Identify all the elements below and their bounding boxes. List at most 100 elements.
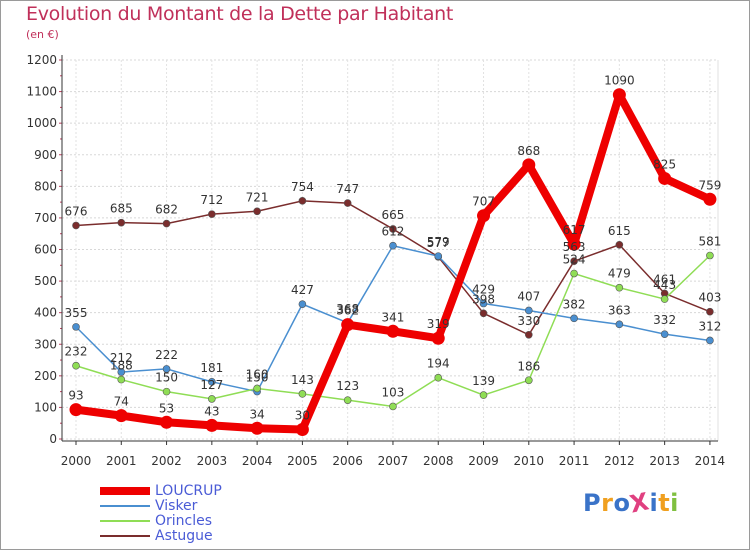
data-label-orincles: 194: [427, 357, 450, 371]
y-tick-label: 1100: [26, 85, 57, 99]
y-tick-label: 0: [49, 432, 57, 446]
data-point-loucrup: [431, 331, 445, 345]
data-point-visker: [615, 320, 624, 329]
x-tick-label: 2005: [287, 454, 318, 468]
data-label-visker: 212: [110, 351, 133, 365]
data-label-loucrup: 825: [653, 157, 676, 171]
data-label-orincles: 123: [336, 379, 359, 393]
data-label-loucrup: 34: [249, 407, 264, 421]
data-label-orincles: 103: [382, 385, 405, 399]
y-tick-label: 200: [34, 369, 57, 383]
data-point-astugue: [72, 221, 80, 230]
data-label-loucrup: 759: [698, 178, 721, 192]
legend-swatch-orincles: [100, 520, 150, 522]
data-label-orincles: 186: [517, 359, 540, 373]
logo-letter: o: [613, 489, 631, 517]
y-tick-label: 500: [34, 274, 57, 288]
data-label-orincles: 139: [472, 374, 495, 388]
data-point-orincles: [570, 269, 578, 278]
data-label-loucrup: 1090: [604, 74, 635, 88]
legend-item: Astugue: [100, 528, 300, 544]
data-label-loucrup: 707: [472, 195, 495, 209]
data-label-loucrup: 74: [114, 395, 129, 409]
data-label-visker: 332: [653, 313, 676, 327]
data-label-loucrup: 93: [68, 389, 83, 403]
axes: 0 100 200 300 400 500 600 700 800 900 1000 1100 1200…: [26, 53, 725, 468]
x-tick-label: 2012: [604, 454, 635, 468]
legend-item: Orincles: [100, 513, 300, 529]
data-label-loucrup: 341: [382, 310, 405, 324]
y-tick-label: 600: [34, 243, 57, 257]
x-tick-label: 2006: [332, 454, 363, 468]
x-tick-label: 2007: [378, 454, 409, 468]
data-label-loucrup: 319: [427, 317, 450, 331]
data-point-loucrup: [250, 421, 264, 435]
data-label-astugue: 712: [200, 193, 223, 207]
data-label-loucrup: 30: [295, 409, 310, 423]
data-label-astugue: 682: [155, 203, 178, 217]
y-tick-label: 1000: [26, 116, 57, 130]
data-point-loucrup: [477, 209, 491, 223]
data-point-visker: [162, 365, 171, 373]
legend: LOUCRUP Visker Orincles Astugue: [100, 483, 300, 544]
data-label-astugue: 615: [608, 224, 631, 238]
data-label-orincles: 443: [653, 278, 676, 292]
logo-letter: P: [583, 489, 602, 517]
data-label-astugue: 403: [698, 291, 721, 305]
data-point-visker: [389, 241, 397, 250]
data-label-visker: 407: [517, 289, 540, 303]
data-point-astugue: [706, 307, 714, 316]
data-point-astugue: [343, 199, 352, 207]
data-point-visker: [72, 323, 80, 331]
data-point-visker: [434, 252, 443, 260]
chart-title: Evolution du Montant de la Dette par Hab…: [26, 3, 454, 25]
data-label-loucrup: 362: [336, 304, 359, 318]
chart-subtitle: (en €): [26, 28, 59, 41]
data-label-orincles: 143: [291, 373, 314, 387]
data-label-astugue: 398: [472, 292, 495, 306]
data-point-visker: [479, 299, 488, 308]
x-tick-label: 2000: [61, 454, 92, 468]
data-label-visker: 429: [472, 283, 495, 297]
data-point-astugue: [615, 240, 624, 249]
data-label-visker: 612: [382, 225, 405, 239]
legend-label-loucrup: LOUCRUP: [155, 483, 222, 499]
data-point-loucrup: [69, 403, 83, 417]
data-point-orincles: [298, 390, 307, 398]
data-point-orincles: [117, 375, 126, 384]
data-label-visker: 382: [563, 297, 586, 311]
data-point-visker: [524, 306, 533, 315]
data-point-loucrup: [386, 324, 400, 338]
data-label-visker: 368: [336, 302, 359, 316]
data-point-loucrup: [522, 158, 536, 172]
data-label-orincles: 150: [155, 371, 178, 385]
data-label-visker: 427: [291, 283, 314, 297]
data-point-orincles: [706, 251, 714, 260]
proxiti-logo: ProXiti: [583, 487, 679, 518]
x-tick-label: 2001: [106, 454, 137, 468]
logo-letter: r: [601, 489, 614, 517]
data-point-astugue: [479, 309, 488, 318]
data-point-visker: [208, 378, 216, 386]
data-label-visker: 355: [65, 306, 88, 320]
data-point-loucrup: [703, 192, 717, 206]
data-point-astugue: [162, 219, 171, 228]
y-tick-label: 1200: [26, 53, 57, 67]
data-label-orincles: 127: [200, 378, 223, 392]
data-point-visker: [298, 300, 307, 308]
y-tick-label: 300: [34, 337, 57, 351]
y-tick-label: 400: [34, 306, 57, 320]
y-tick-label: 100: [34, 400, 57, 414]
legend-item: Visker: [100, 498, 300, 514]
legend-label-visker: Visker: [155, 498, 198, 514]
data-point-astugue: [389, 225, 397, 233]
x-tick-label: 2008: [423, 454, 454, 468]
data-label-orincles: 581: [698, 235, 721, 249]
data-label-astugue: 747: [336, 182, 359, 196]
data-point-orincles: [479, 391, 488, 399]
data-point-visker: [570, 314, 578, 323]
logo-letter: t: [658, 489, 671, 517]
x-tick-label: 2002: [151, 454, 182, 468]
logo-letter: i: [649, 489, 659, 517]
